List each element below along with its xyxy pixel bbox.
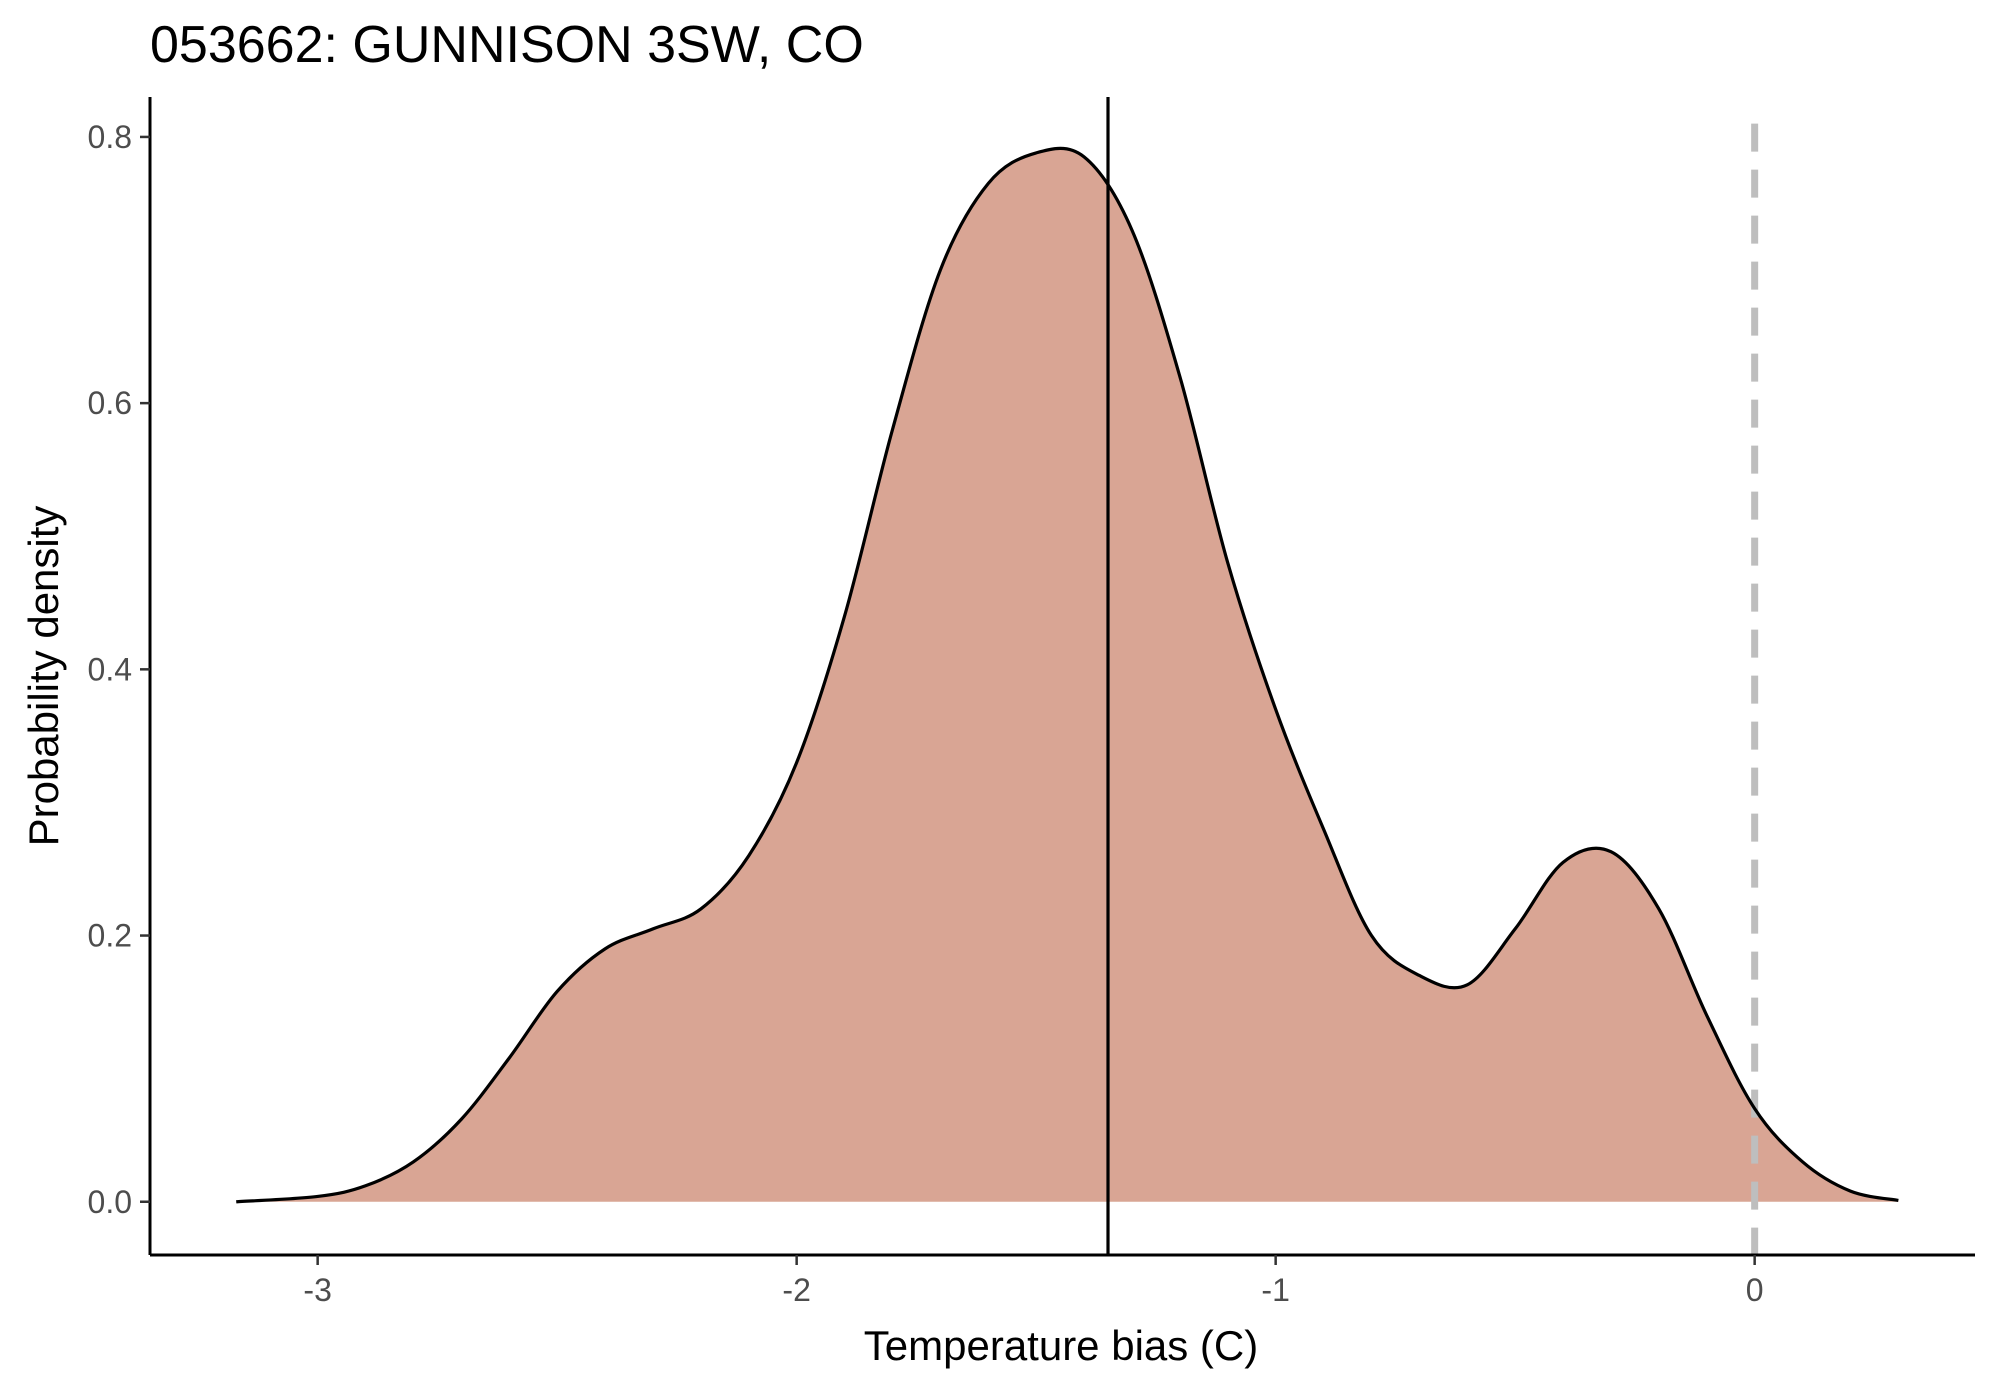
x-axis-title: Temperature bias (C) [864, 1322, 1258, 1369]
density-area [236, 148, 1899, 1202]
plot-area: -3 -2 -1 0 0.0 0.2 0.4 0.6 0.8 [88, 97, 1975, 1308]
y-axis-title: Probability density [20, 506, 67, 847]
chart-title: 053662: GUNNISON 3SW, CO [150, 16, 864, 74]
y-tick-label: 0.8 [88, 119, 132, 155]
y-tick-label: 0.6 [88, 385, 132, 421]
density-curve [236, 146, 1899, 1204]
y-tick-label: 0.2 [88, 918, 132, 954]
y-tick-label: 0.4 [88, 651, 132, 687]
x-tick-label: -2 [782, 1272, 810, 1308]
x-tick-label: 0 [1746, 1272, 1764, 1308]
x-tick-label: -3 [303, 1272, 331, 1308]
x-tick-label: -1 [1261, 1272, 1289, 1308]
y-tick-label: 0.0 [88, 1184, 132, 1220]
